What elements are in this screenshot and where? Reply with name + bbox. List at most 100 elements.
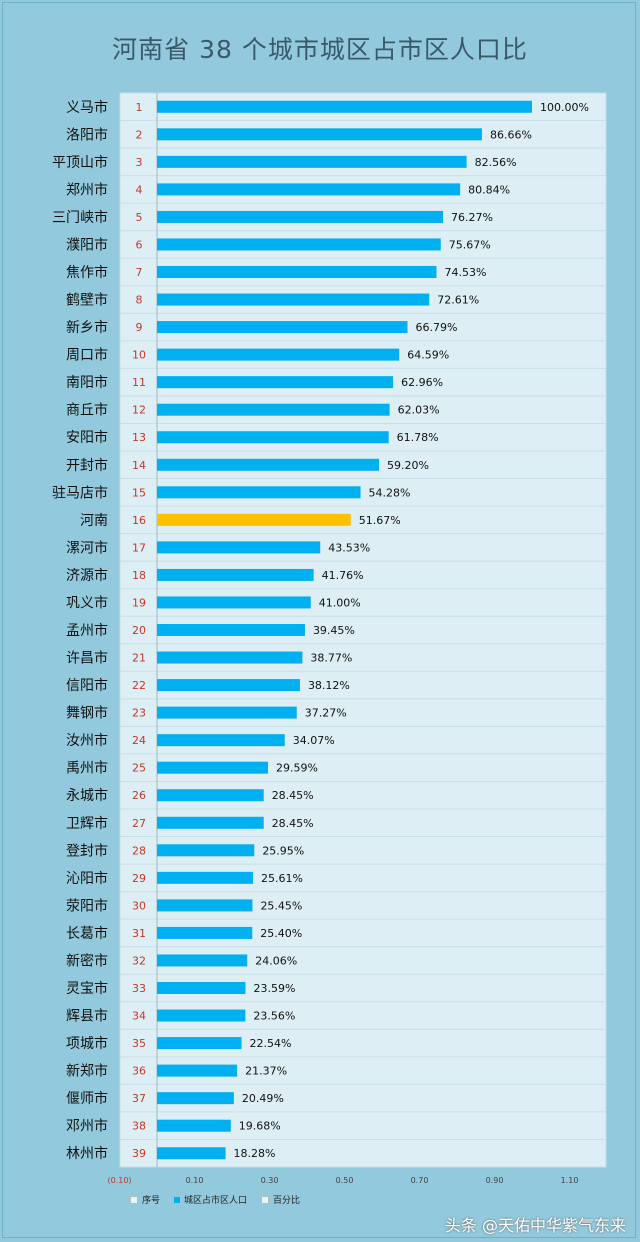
category-label: 济源市 xyxy=(66,567,108,584)
value-label: 76.27% xyxy=(451,211,493,224)
legend-label-share: 城区占市区人口 xyxy=(184,1196,248,1206)
value-label: 41.00% xyxy=(319,596,361,609)
value-label: 86.66% xyxy=(490,128,532,141)
bar xyxy=(157,183,461,196)
category-label: 新郑市 xyxy=(66,1063,108,1080)
category-label: 周口市 xyxy=(66,347,108,364)
rank-label: 7 xyxy=(136,266,143,279)
bar xyxy=(157,458,379,471)
rank-label: 9 xyxy=(136,321,143,334)
x-tick-label: 0.10 xyxy=(186,1176,204,1185)
value-label: 25.40% xyxy=(260,927,302,940)
category-label: 沁阳市 xyxy=(66,870,108,887)
rank-label: 25 xyxy=(132,762,146,775)
rank-label: 3 xyxy=(136,156,143,169)
category-label: 邓州市 xyxy=(66,1118,108,1135)
value-label: 61.78% xyxy=(397,431,439,444)
value-label: 21.37% xyxy=(245,1065,287,1078)
value-label: 54.28% xyxy=(369,486,411,499)
category-label: 平顶山市 xyxy=(52,154,108,171)
value-label: 34.07% xyxy=(293,734,335,747)
category-label: 永城市 xyxy=(66,787,108,804)
category-label: 许昌市 xyxy=(66,650,108,667)
bar xyxy=(157,128,482,141)
rank-label: 10 xyxy=(132,349,146,362)
category-label: 洛阳市 xyxy=(66,126,108,143)
rank-label: 11 xyxy=(132,376,146,389)
value-label: 66.79% xyxy=(415,321,457,334)
x-tick-label: (0.10) xyxy=(107,1176,131,1185)
value-label: 64.59% xyxy=(407,349,449,362)
bar xyxy=(157,844,255,857)
value-label: 39.45% xyxy=(313,624,355,637)
category-label: 林州市 xyxy=(66,1145,108,1162)
rank-label: 2 xyxy=(136,128,143,141)
rank-label: 1 xyxy=(136,101,143,114)
category-label: 荥阳市 xyxy=(66,897,108,914)
rank-label: 16 xyxy=(132,514,146,527)
value-label: 25.95% xyxy=(262,844,304,857)
bar xyxy=(157,679,300,692)
rank-label: 32 xyxy=(132,954,146,967)
rank-label: 39 xyxy=(132,1147,146,1160)
x-tick-label: 0.90 xyxy=(486,1176,504,1185)
rank-label: 29 xyxy=(132,872,146,885)
category-label: 义马市 xyxy=(66,99,108,116)
rank-label: 28 xyxy=(132,844,146,857)
chart-title: 河南省 38 个城市城区占市区人口比 xyxy=(112,35,528,64)
category-label: 开封市 xyxy=(66,457,108,474)
bar xyxy=(157,431,389,444)
value-label: 18.28% xyxy=(234,1147,276,1160)
bar xyxy=(157,761,268,774)
rank-label: 38 xyxy=(132,1120,146,1133)
category-label: 鹤壁市 xyxy=(66,292,108,309)
x-tick-label: 1.10 xyxy=(561,1176,579,1185)
category-label: 新乡市 xyxy=(66,319,108,336)
value-label: 62.96% xyxy=(401,376,443,389)
rank-label: 37 xyxy=(132,1092,146,1105)
category-label: 汝州市 xyxy=(66,732,108,749)
bar xyxy=(157,266,437,278)
bar xyxy=(157,568,314,581)
bar xyxy=(157,954,248,967)
bar xyxy=(157,624,305,636)
legend-swatch-share xyxy=(174,1196,181,1203)
category-label: 孟州市 xyxy=(66,622,108,639)
value-label: 25.45% xyxy=(260,899,302,912)
category-label: 商丘市 xyxy=(66,402,108,419)
bar xyxy=(157,789,264,802)
value-label: 25.61% xyxy=(261,872,303,885)
x-tick-label: 0.70 xyxy=(411,1176,429,1185)
value-label: 43.53% xyxy=(328,541,370,554)
legend-swatch-percent xyxy=(261,1195,270,1204)
category-label: 登封市 xyxy=(66,842,108,859)
value-label: 28.45% xyxy=(272,789,314,802)
bar xyxy=(157,486,361,499)
category-label: 安阳市 xyxy=(66,429,108,446)
bar xyxy=(157,899,253,912)
bar xyxy=(157,1119,231,1132)
bar xyxy=(157,734,285,747)
bar xyxy=(157,513,351,526)
value-label: 100.00% xyxy=(540,101,589,114)
rank-label: 30 xyxy=(132,899,146,912)
value-label: 74.53% xyxy=(444,266,486,279)
category-label: 辉县市 xyxy=(66,1008,108,1025)
bar xyxy=(157,1009,246,1022)
value-label: 82.56% xyxy=(475,156,517,169)
category-label: 禹州市 xyxy=(66,760,108,777)
value-label: 20.49% xyxy=(242,1092,284,1105)
rank-label: 23 xyxy=(132,707,146,720)
bar xyxy=(157,1037,242,1050)
value-label: 51.67% xyxy=(359,514,401,527)
legend-label-percent: 百分比 xyxy=(273,1196,301,1206)
bar xyxy=(157,1092,234,1105)
bar xyxy=(157,1064,238,1077)
bar xyxy=(157,596,311,609)
rank-label: 35 xyxy=(132,1037,146,1050)
rank-label: 12 xyxy=(132,404,146,417)
category-label: 漯河市 xyxy=(66,539,108,556)
value-label: 37.27% xyxy=(305,707,347,720)
bar xyxy=(157,376,394,389)
